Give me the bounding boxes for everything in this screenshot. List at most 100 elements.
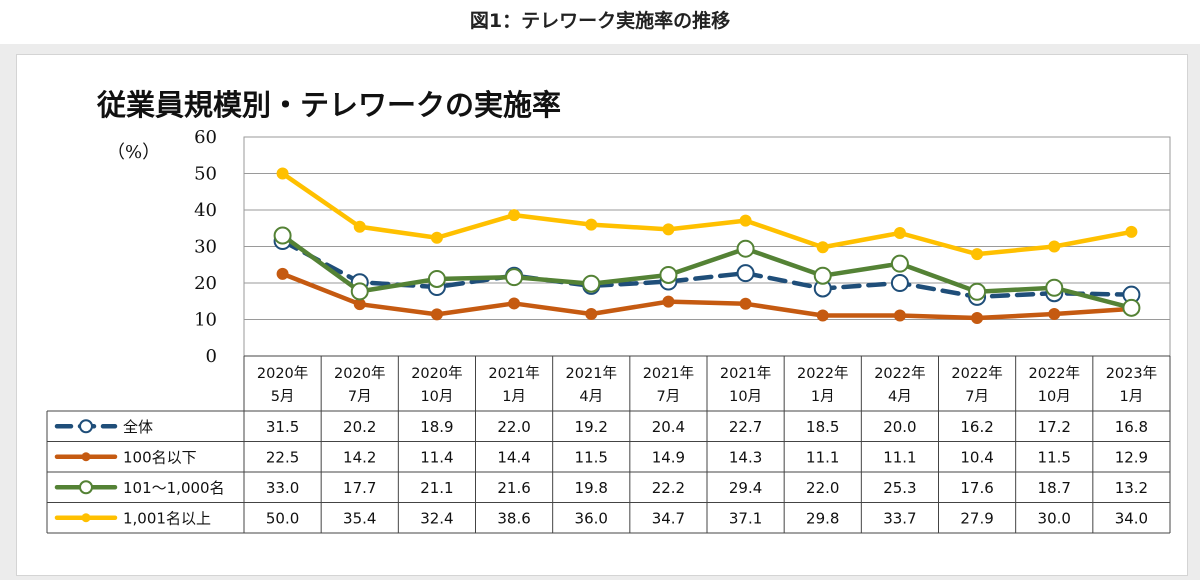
data-point-marker (276, 267, 289, 280)
table-value: 11.5 (575, 448, 608, 466)
legend-key-marker (79, 480, 93, 495)
table-value: 14.4 (497, 448, 530, 466)
x-tick-label-year: 2020年 (411, 365, 462, 382)
x-tick-label-month: 7月 (657, 389, 681, 405)
x-tick-label-year: 2021年 (720, 365, 771, 382)
data-point-marker (508, 209, 521, 222)
x-tick-label-year: 2021年 (566, 365, 617, 382)
table-value: 29.4 (729, 479, 762, 497)
table-value: 18.5 (806, 418, 839, 436)
y-tick-label: 50 (194, 164, 217, 185)
x-tick-label-month: 5月 (271, 389, 295, 405)
data-point-marker (739, 297, 752, 310)
table-value: 17.6 (960, 479, 993, 497)
table-value: 17.7 (343, 479, 376, 497)
table-value: 37.1 (729, 509, 762, 527)
table-value: 14.3 (729, 448, 762, 466)
data-point-marker (585, 308, 598, 321)
table-value: 16.8 (1115, 418, 1148, 436)
data-point-marker (273, 226, 292, 245)
table-value: 50.0 (266, 509, 299, 527)
data-point-marker (582, 274, 601, 293)
x-tick-label-year: 2020年 (257, 365, 308, 382)
table-value: 10.4 (960, 448, 993, 466)
series-line (280, 233, 1134, 311)
data-point-marker (659, 265, 678, 284)
table-value: 22.7 (729, 418, 762, 436)
y-tick-label: 40 (194, 200, 217, 221)
x-tick-label-year: 2022年 (874, 365, 925, 382)
table-value: 14.2 (343, 448, 376, 466)
x-tick-label-month: 7月 (348, 389, 372, 405)
table-value: 11.4 (420, 448, 453, 466)
table-value: 11.1 (806, 448, 839, 466)
data-point-marker (736, 264, 755, 283)
table-value: 20.4 (652, 418, 685, 436)
x-tick-label-month: 4月 (579, 389, 603, 405)
table-value: 21.1 (420, 479, 453, 497)
x-tick-label-year: 2022年 (1029, 365, 1080, 382)
legend-key-marker (81, 452, 91, 462)
data-point-marker (893, 226, 906, 239)
legend-series-name: 100名以下 (123, 448, 197, 466)
table-value: 34.0 (1115, 509, 1148, 527)
table-value: 18.7 (1038, 479, 1071, 497)
x-tick-label-month: 1月 (502, 389, 526, 405)
x-tick-label-month: 10月 (729, 389, 762, 405)
x-tick-label-year: 2022年 (951, 365, 1002, 382)
table-value: 30.0 (1038, 509, 1071, 527)
table-value: 33.7 (883, 509, 916, 527)
data-point-marker (813, 266, 832, 285)
table-value: 14.9 (652, 448, 685, 466)
table-value: 22.0 (497, 418, 530, 436)
data-point-marker (1122, 298, 1141, 317)
table-value: 22.5 (266, 448, 299, 466)
table-value: 22.0 (806, 479, 839, 497)
table-value: 18.9 (420, 418, 453, 436)
x-tick-label-year: 2023年 (1106, 365, 1157, 382)
x-tick-label-month: 10月 (420, 389, 453, 405)
data-point-marker (430, 231, 443, 244)
line-chart: 従業員規模別・テレワークの実施率 （%） 0 10 20 30 40 50 60 2020年… (46, 88, 1171, 534)
table-value: 38.6 (497, 509, 530, 527)
data-point-marker (1048, 308, 1061, 321)
data-point-marker (427, 269, 446, 288)
table-value: 22.2 (652, 479, 685, 497)
data-point-marker (430, 308, 443, 321)
table-value: 21.6 (497, 479, 530, 497)
data-table: 2020年 5月 2020年 7月 2020年 10月 2021年 1月 2021年 4月 2021… (46, 355, 1171, 534)
x-tick-label-month: 1月 (811, 389, 835, 405)
x-tick-label-month: 10月 (1038, 389, 1071, 405)
x-tick-label-month: 7月 (965, 389, 989, 405)
table-value: 29.8 (806, 509, 839, 527)
table-value: 36.0 (575, 509, 608, 527)
data-point-marker (739, 214, 752, 227)
x-tick-label-year: 2022年 (797, 365, 848, 382)
data-point-marker (585, 218, 598, 231)
y-tick-label: 20 (194, 273, 217, 294)
legend-series-name: 101～1,000名 (123, 479, 225, 497)
chart-frame: 従業員規模別・テレワークの実施率 （%） 0 10 20 30 40 50 60 2020年… (0, 44, 1200, 580)
y-tick-label: 0 (206, 346, 217, 367)
data-point-marker (350, 282, 369, 301)
table-value: 34.7 (652, 509, 685, 527)
data-point-marker (890, 254, 909, 273)
legend-key-marker (79, 419, 93, 434)
y-tick-label: 60 (194, 127, 217, 148)
table-value: 20.0 (883, 418, 916, 436)
data-point-marker (505, 268, 524, 287)
data-point-marker (893, 309, 906, 322)
table-value: 33.0 (266, 479, 299, 497)
table-value: 31.5 (266, 418, 299, 436)
table-value: 16.2 (960, 418, 993, 436)
gridlines (243, 136, 1171, 357)
y-axis-unit-label: （%） (107, 142, 160, 163)
data-point-marker (276, 167, 289, 180)
x-tick-label-month: 4月 (888, 389, 912, 405)
legend-keys: 全体 100名以下 101～1,000名 1,001名以上 (54, 418, 225, 527)
x-tick-label-year: 2021年 (643, 365, 694, 382)
table-value: 12.9 (1115, 448, 1148, 466)
data-point-marker (662, 295, 675, 308)
table-value: 11.5 (1038, 448, 1071, 466)
table-value: 27.9 (960, 509, 993, 527)
